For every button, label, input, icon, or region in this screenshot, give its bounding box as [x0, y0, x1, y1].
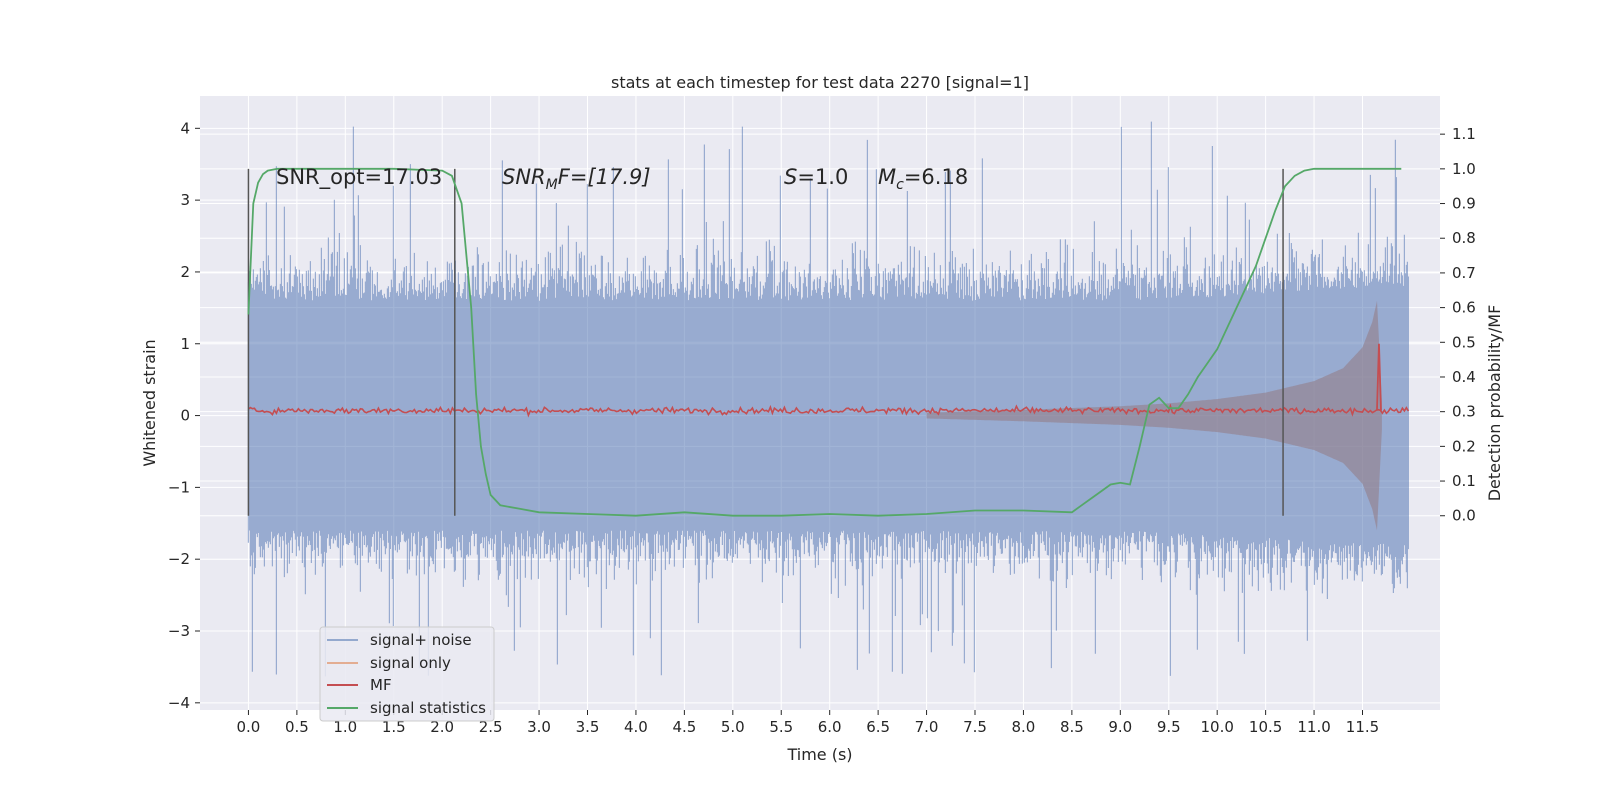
- y-tick-label-2: 2: [180, 263, 190, 281]
- legend-label-signal-noise: signal+ noise: [370, 631, 472, 649]
- x-tick-label-11: 5.5: [769, 718, 793, 736]
- y2-tick-label-8: 0.3: [1452, 403, 1476, 421]
- x-tick-label-3: 1.5: [382, 718, 406, 736]
- x-tick-label-4: 2.0: [430, 718, 454, 736]
- x-tick-labels: 0.0 0.5 1.0 1.5 2.0 2.5 3.0 3.5 4.0 4.5 5.0 5.5 6.0 6…: [237, 710, 1379, 736]
- x-tick-label-20: 10.0: [1200, 718, 1233, 736]
- annotation-s-symbol: S: [784, 165, 797, 189]
- x-tick-label-17: 8.5: [1060, 718, 1084, 736]
- mf-peak: [1376, 343, 1382, 411]
- x-axis-label: Time (s): [786, 745, 852, 764]
- y2-tick-label-4: 0.7: [1452, 264, 1476, 282]
- x-tick-label-10: 5.0: [721, 718, 745, 736]
- legend: signal+ noise signal only MF signal stat…: [319, 626, 495, 722]
- x-tick-label-9: 4.5: [672, 718, 696, 736]
- x-tick-label-13: 6.5: [866, 718, 890, 736]
- y-tick-label-7: −3: [168, 622, 190, 640]
- vertical-lines: [247, 168, 1284, 516]
- x-tick-label-8: 4.0: [624, 718, 648, 736]
- x-tick-label-18: 9.0: [1108, 718, 1132, 736]
- annotation-mc-symbol: M: [878, 165, 896, 189]
- series-mf: [247, 343, 1410, 418]
- y-tick-labels: 4 3 2 1 0 −1 −2 −3 −4: [168, 119, 200, 712]
- x-tick-label-2: 1.0: [333, 718, 357, 736]
- y2-tick-label-5: 0.6: [1452, 299, 1476, 317]
- mf-trace: [247, 403, 1410, 418]
- x-tick-label-19: 9.5: [1157, 718, 1181, 736]
- y2-tick-label-0: 1.1: [1452, 125, 1476, 143]
- annotation-snr-opt: SNR_opt=17.03: [276, 165, 442, 190]
- series-signal-statistics: [247, 167, 1402, 517]
- y2-tick-label-2: 0.9: [1452, 195, 1476, 213]
- annotation-snr-mf-symbol: SNR: [502, 165, 546, 189]
- annotation-snr-mf-value: F=[17.9]: [558, 165, 651, 189]
- signal-statistics-line: [247, 167, 1402, 517]
- y2-tick-label-11: 0.0: [1452, 507, 1476, 525]
- y-tick-label-0: 4: [180, 119, 190, 137]
- y2-axis-label: Detection probability/MF: [1485, 305, 1504, 502]
- x-tick-label-21: 10.5: [1249, 718, 1282, 736]
- y2-tick-label-6: 0.5: [1452, 333, 1476, 351]
- legend-label-signal-only: signal only: [370, 654, 451, 672]
- y-tick-label-4: 0: [180, 407, 190, 425]
- y2-tick-label-9: 0.2: [1452, 437, 1476, 455]
- x-tick-label-15: 7.5: [963, 718, 987, 736]
- y-tick-label-6: −2: [168, 550, 190, 568]
- x-tick-label-0: 0.0: [237, 718, 261, 736]
- y2-tick-label-10: 0.1: [1452, 472, 1476, 490]
- y-tick-label-8: −4: [168, 694, 190, 712]
- legend-label-signal-statistics: signal statistics: [370, 699, 486, 717]
- y-tick-label-1: 3: [180, 191, 190, 209]
- x-tick-label-14: 7.0: [915, 718, 939, 736]
- x-tick-label-6: 3.0: [527, 718, 551, 736]
- y-tick-label-3: 1: [180, 335, 190, 353]
- annotation-mc-value: =6.18: [904, 165, 968, 189]
- x-tick-label-22: 11.0: [1297, 718, 1330, 736]
- legend-box: [319, 626, 495, 722]
- annotation-snr-mf-subscript: M: [546, 177, 558, 193]
- y2-tick-label-1: 1.0: [1452, 160, 1476, 178]
- x-tick-label-16: 8.0: [1012, 718, 1036, 736]
- y2-tick-labels: 1.1 1.0 0.9 0.8 0.7 0.6 0.5 0.4 0.3 0.2 0.1 0.0: [1440, 125, 1476, 525]
- x-tick-label-12: 6.0: [818, 718, 842, 736]
- x-tick-label-7: 3.5: [576, 718, 600, 736]
- annotation-mc: Mc=6.18: [878, 165, 968, 193]
- annotation-snr-mf: SNRMF=[17.9]: [502, 165, 651, 193]
- annotation-s: S=1.0: [784, 165, 848, 189]
- annotation-mc-subscript: c: [896, 177, 904, 193]
- legend-label-mf: MF: [370, 676, 392, 694]
- x-tick-label-5: 2.5: [479, 718, 503, 736]
- y2-tick-label-7: 0.4: [1452, 368, 1476, 386]
- y-axis-label: Whitened strain: [140, 339, 159, 466]
- x-tick-label-1: 0.5: [285, 718, 309, 736]
- annotations: SNR_opt=17.03 SNRMF=[17.9] S=1.0 Mc=6.18: [276, 165, 968, 193]
- annotation-s-value: =1.0: [797, 165, 848, 189]
- y2-tick-label-3: 0.8: [1452, 229, 1476, 247]
- y-tick-label-5: −1: [168, 478, 190, 496]
- chart-title: stats at each timestep for test data 227…: [611, 73, 1029, 92]
- x-tick-label-23: 11.5: [1346, 718, 1379, 736]
